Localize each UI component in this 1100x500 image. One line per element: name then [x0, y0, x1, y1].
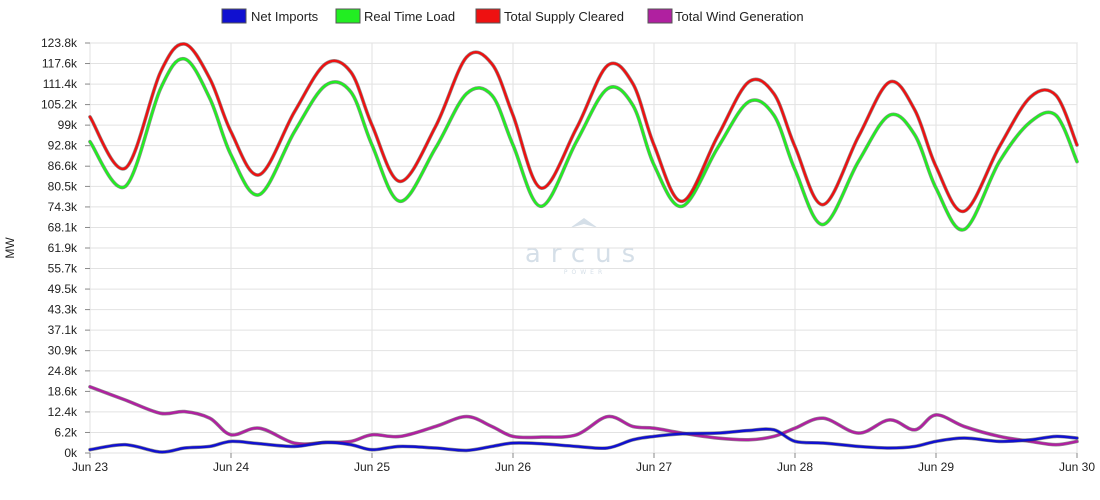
grid: [89, 42, 1078, 454]
y-tick-label: 68.1k: [48, 220, 78, 234]
legend-swatch-real-time-load: [335, 8, 361, 24]
legend-label-real-time-load: Real Time Load: [364, 9, 455, 24]
x-tick-label: Jun 26: [495, 460, 531, 474]
y-axis-label: MW: [3, 237, 17, 259]
y-tick-label: 80.5k: [48, 179, 78, 193]
y-tick-label: 0k: [64, 446, 78, 460]
y-tick-label: 61.9k: [48, 241, 78, 255]
series-line-total-supply-cleared[interactable]: [88, 42, 1079, 213]
y-tick-label: 55.7k: [48, 262, 78, 276]
series-line-outline-total-wind-generation: [88, 385, 1079, 447]
legend-swatch-total-supply-cleared: [475, 8, 501, 24]
y-tick-label: 43.3k: [48, 303, 78, 317]
y-tick-label: 99k: [58, 118, 78, 132]
series-lines: [88, 42, 1079, 454]
x-tick-label: Jun 24: [213, 460, 249, 474]
legend-item-net-imports[interactable]: Net Imports: [221, 8, 319, 24]
legend-swatch-net-imports: [221, 8, 247, 24]
series-line-total-wind-generation[interactable]: [88, 385, 1079, 446]
x-tick-label: Jun 29: [918, 460, 954, 474]
y-tick-label: 30.9k: [48, 344, 78, 358]
y-axis: 0k 6.2k 12.4k 18.6k 24.8k 30.9k 37.1k 43.3k 49.5…: [41, 36, 90, 460]
watermark-brand: arcus: [525, 239, 645, 269]
y-tick-label: 74.3k: [48, 200, 78, 214]
series-line-real-time-load[interactable]: [88, 57, 1079, 231]
y-tick-label: 24.8k: [48, 364, 78, 378]
y-tick-label: 49.5k: [48, 282, 78, 296]
legend-item-real-time-load[interactable]: Real Time Load: [335, 8, 455, 24]
y-tick-label: 86.6k: [48, 159, 78, 173]
x-tick-label: Jun 23: [72, 460, 108, 474]
y-tick-label: 105.2k: [41, 98, 78, 112]
x-axis: Jun 23 Jun 24 Jun 25 Jun 26 Jun 27 Jun 28 Jun …: [72, 453, 1095, 474]
y-tick-label: 6.2k: [54, 425, 78, 439]
x-tick-label: Jun 28: [777, 460, 813, 474]
legend-item-total-wind-generation[interactable]: Total Wind Generation: [647, 8, 804, 24]
y-tick-label: 123.8k: [41, 36, 78, 50]
y-tick-label: 111.4k: [43, 77, 78, 91]
watermark-logo-icon: [570, 218, 598, 228]
legend-label-total-wind-generation: Total Wind Generation: [675, 9, 804, 24]
y-tick-label: 12.4k: [48, 405, 78, 419]
y-tick-label: 18.6k: [48, 384, 78, 398]
legend-swatch-total-wind-generation: [647, 8, 673, 24]
legend-item-total-supply-cleared[interactable]: Total Supply Cleared: [475, 8, 624, 24]
series-line-net-imports[interactable]: [88, 427, 1079, 454]
watermark-sub: POWER: [564, 269, 606, 276]
y-tick-label: 92.8k: [48, 139, 78, 153]
y-tick-label: 117.6k: [42, 57, 78, 71]
legend-label-net-imports: Net Imports: [251, 9, 319, 24]
legend: Net Imports Real Time Load Total Supply …: [221, 8, 804, 24]
y-tick-label: 37.1k: [48, 323, 78, 337]
x-tick-label: Jun 25: [354, 460, 390, 474]
x-tick-label: Jun 30: [1059, 460, 1095, 474]
x-tick-label: Jun 27: [636, 460, 672, 474]
watermark: arcus POWER: [525, 218, 645, 276]
legend-label-total-supply-cleared: Total Supply Cleared: [504, 9, 624, 24]
